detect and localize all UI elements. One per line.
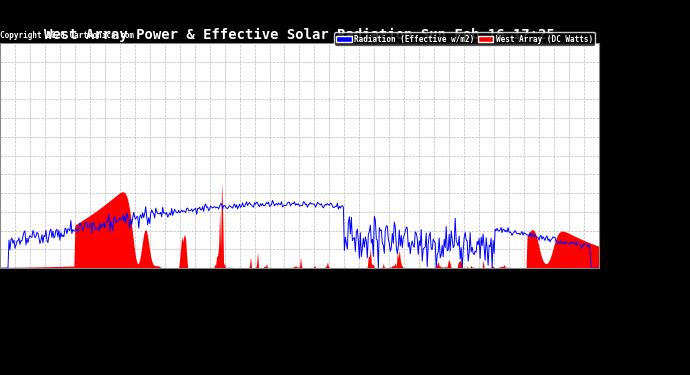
Legend: Radiation (Effective w/m2), West Array (DC Watts): Radiation (Effective w/m2), West Array (… (334, 32, 595, 46)
Title: West Array Power & Effective Solar Radiation Sun Feb 16 17:25: West Array Power & Effective Solar Radia… (44, 28, 555, 42)
Text: Copyright 2020 Cartronics.com: Copyright 2020 Cartronics.com (0, 31, 134, 40)
